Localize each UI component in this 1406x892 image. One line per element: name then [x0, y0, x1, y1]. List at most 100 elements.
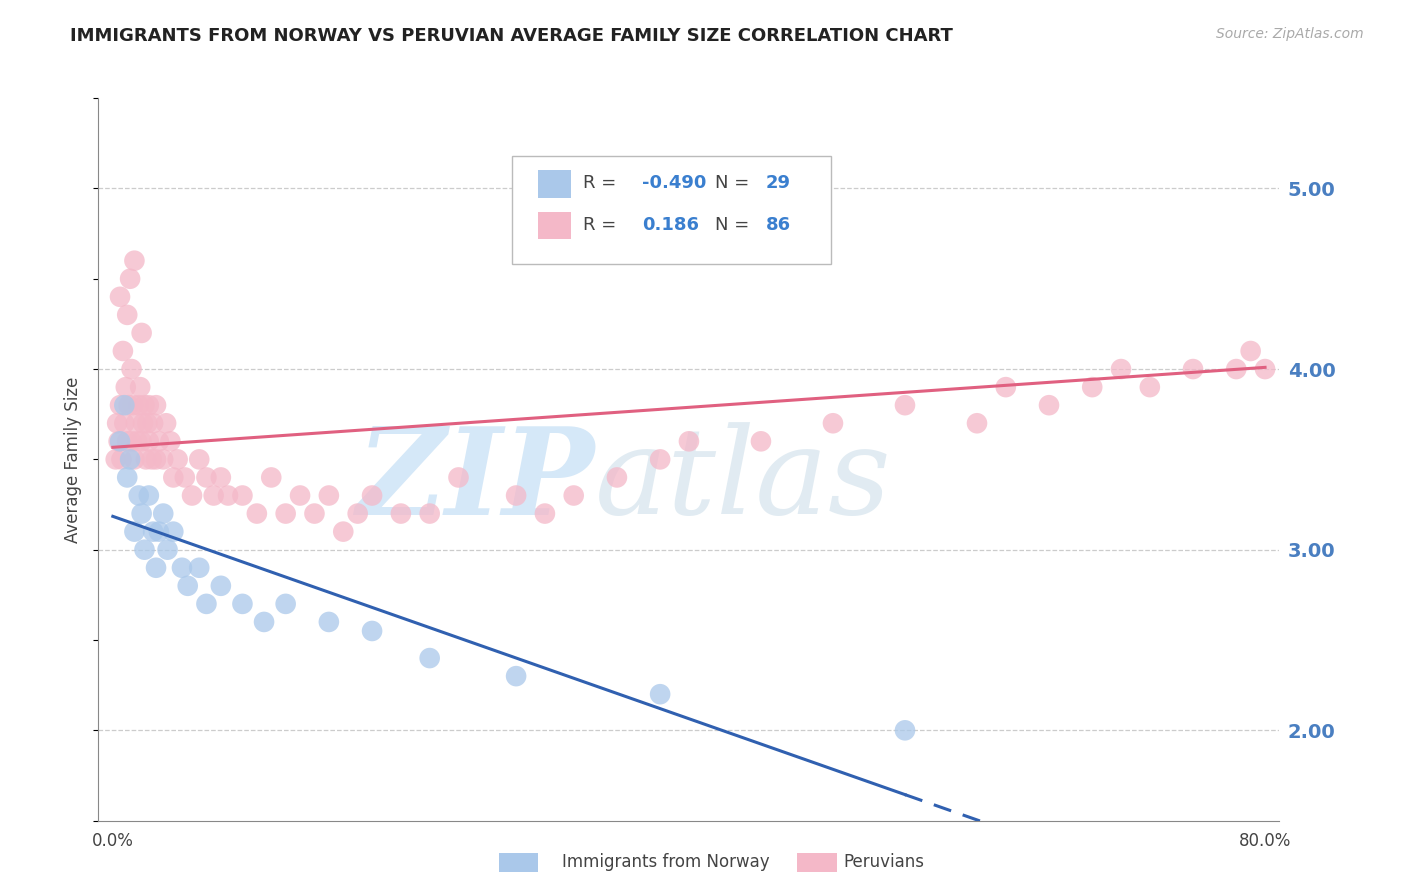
Point: [124, 452, 146, 467]
Point: [145, 452, 167, 467]
Point: [419, 651, 441, 665]
Point: [274, 597, 297, 611]
Point: [115, 470, 138, 484]
Point: [260, 470, 283, 484]
Text: 0.186: 0.186: [641, 216, 699, 234]
Point: [134, 398, 156, 412]
Text: R =: R =: [582, 174, 621, 193]
Point: [115, 434, 138, 449]
Point: [124, 524, 146, 539]
Point: [121, 434, 143, 449]
Text: IMMIGRANTS FROM NORWAY VS PERUVIAN AVERAGE FAMILY SIZE CORRELATION CHART: IMMIGRANTS FROM NORWAY VS PERUVIAN AVERA…: [70, 27, 953, 45]
Point: [505, 489, 527, 503]
Text: -0.490: -0.490: [641, 174, 706, 193]
Text: N =: N =: [714, 216, 755, 234]
Point: [124, 253, 146, 268]
Point: [274, 507, 297, 521]
Point: [1312, 308, 1334, 322]
Point: [108, 398, 131, 412]
Point: [128, 398, 150, 412]
Point: [129, 380, 152, 394]
Point: [138, 434, 160, 449]
Point: [894, 398, 917, 412]
Point: [162, 470, 184, 484]
Point: [361, 489, 384, 503]
Point: [152, 507, 174, 521]
Point: [209, 579, 232, 593]
Point: [1109, 362, 1132, 376]
Text: ZIP: ZIP: [356, 422, 595, 541]
Point: [966, 416, 988, 431]
Point: [121, 362, 143, 376]
Point: [332, 524, 354, 539]
Point: [131, 326, 153, 340]
Text: N =: N =: [714, 174, 755, 193]
FancyBboxPatch shape: [537, 211, 571, 239]
Point: [994, 380, 1017, 394]
Text: Peruvians: Peruvians: [844, 853, 925, 871]
Text: Source: ZipAtlas.com: Source: ZipAtlas.com: [1216, 27, 1364, 41]
Point: [253, 615, 276, 629]
Y-axis label: Average Family Size: Average Family Size: [65, 376, 83, 542]
Point: [136, 416, 159, 431]
Point: [304, 507, 326, 521]
Point: [389, 507, 412, 521]
Point: [170, 561, 193, 575]
Point: [1282, 326, 1305, 340]
Point: [678, 434, 700, 449]
Point: [108, 434, 131, 449]
Point: [202, 489, 225, 503]
Text: 86: 86: [766, 216, 790, 234]
Point: [562, 489, 585, 503]
Point: [114, 380, 136, 394]
Point: [246, 507, 269, 521]
Text: R =: R =: [582, 216, 621, 234]
Point: [231, 489, 253, 503]
Point: [110, 452, 132, 467]
Point: [217, 489, 239, 503]
Point: [142, 416, 165, 431]
Point: [115, 308, 138, 322]
Point: [120, 452, 142, 467]
Point: [127, 434, 149, 449]
Point: [894, 723, 917, 738]
Point: [148, 524, 170, 539]
Point: [749, 434, 772, 449]
Point: [138, 489, 160, 503]
Point: [1326, 326, 1348, 340]
Point: [318, 489, 340, 503]
FancyBboxPatch shape: [512, 156, 831, 264]
Point: [1354, 290, 1376, 304]
Point: [105, 416, 128, 431]
Point: [173, 470, 195, 484]
Point: [534, 507, 557, 521]
Point: [821, 416, 844, 431]
Point: [162, 524, 184, 539]
Point: [128, 489, 150, 503]
Point: [1369, 181, 1392, 195]
Point: [209, 470, 232, 484]
Point: [1225, 362, 1247, 376]
Point: [650, 452, 672, 467]
Point: [112, 398, 135, 412]
Point: [188, 561, 211, 575]
Point: [650, 687, 672, 701]
Point: [145, 398, 167, 412]
Point: [148, 434, 170, 449]
Point: [142, 524, 165, 539]
Point: [145, 561, 167, 575]
Point: [138, 398, 160, 412]
Point: [131, 507, 153, 521]
Point: [1081, 380, 1104, 394]
Point: [112, 416, 135, 431]
Point: [447, 470, 470, 484]
Point: [125, 416, 148, 431]
Point: [111, 344, 134, 359]
Point: [134, 542, 156, 557]
Point: [318, 615, 340, 629]
Point: [231, 597, 253, 611]
Text: 29: 29: [766, 174, 790, 193]
Point: [1340, 308, 1362, 322]
Point: [1240, 344, 1263, 359]
Point: [141, 452, 163, 467]
